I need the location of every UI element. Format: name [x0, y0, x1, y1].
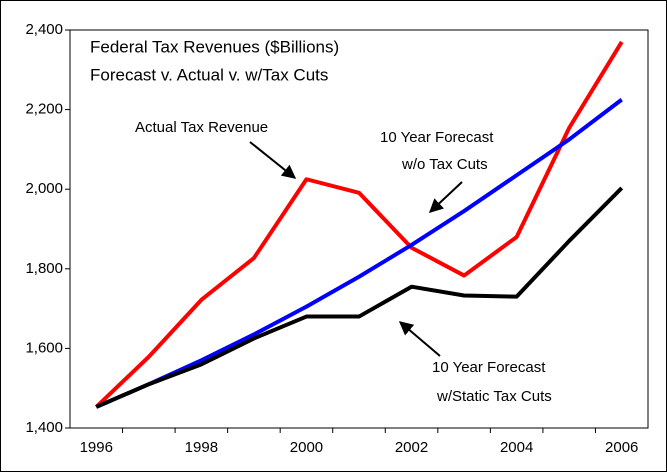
- annotation: w/Static Tax Cuts: [436, 388, 552, 405]
- y-tick-label: 2,200: [25, 101, 63, 118]
- annotation-arrow: [249, 141, 297, 179]
- annotation: Actual Tax Revenue: [135, 119, 268, 136]
- y-tick-label: 1,400: [25, 419, 63, 436]
- y-tick-label: 1,600: [25, 339, 63, 356]
- x-tick-label: 2006: [605, 439, 638, 456]
- annotation: 10 Year Forecast: [380, 129, 494, 146]
- y-tick-label: 1,800: [25, 260, 63, 277]
- annotation: w/o Tax Cuts: [401, 156, 488, 173]
- x-tick-label: 1998: [185, 439, 218, 456]
- series-line: [95, 98, 623, 409]
- series-line: [94, 40, 624, 409]
- annotation-arrow: [428, 181, 463, 213]
- y-tick-label: 2,400: [25, 21, 63, 38]
- x-tick-label: 2004: [500, 439, 533, 456]
- chart-subtitle: Forecast v. Actual v. w/Tax Cuts: [90, 65, 328, 84]
- plot-border: [69, 29, 649, 429]
- annotation-arrow: [398, 321, 441, 357]
- y-tick-label: 2,000: [25, 180, 63, 197]
- x-tick-label: 2002: [395, 439, 428, 456]
- annotation: 10 Year Forecast: [432, 359, 546, 376]
- x-tick-label: 1996: [80, 439, 113, 456]
- x-tick-label: 2000: [290, 439, 323, 456]
- series-line: [95, 186, 624, 409]
- chart-title: Federal Tax Revenues ($Billions): [90, 37, 339, 56]
